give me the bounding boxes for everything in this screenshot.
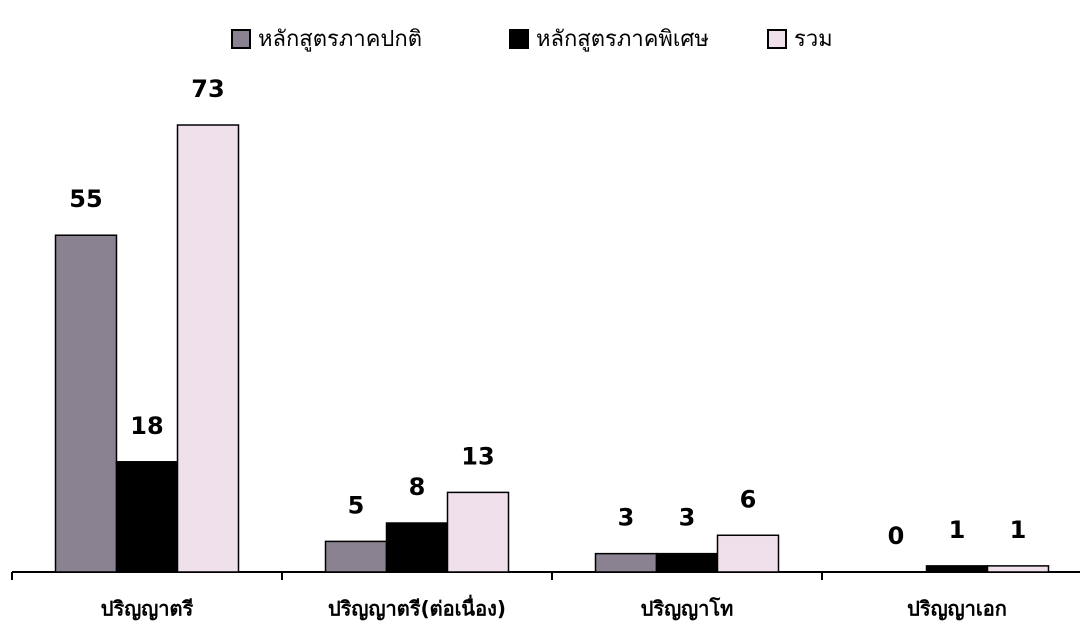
x-tick-label: ปริญญาตรี (101, 597, 194, 621)
x-tick-label: ปริญญาตรี(ต่อเนื่อง) (328, 594, 506, 621)
legend-swatch (509, 29, 529, 49)
data-label: 8 (409, 473, 426, 501)
data-label: 5 (348, 491, 365, 519)
data-label: 3 (618, 504, 635, 532)
data-label: 55 (69, 185, 102, 213)
bar (54, 234, 118, 573)
data-label: 18 (130, 412, 163, 440)
bar (324, 540, 388, 573)
data-label: 6 (740, 485, 757, 513)
data-label: 1 (949, 516, 966, 544)
legend-swatch (231, 29, 251, 49)
bar (176, 124, 240, 573)
bar (446, 491, 510, 573)
data-label: 13 (461, 442, 494, 470)
legend-label: หลักสูตรภาคปกติ (258, 27, 422, 52)
bar (655, 552, 719, 573)
data-label: 1 (1010, 516, 1027, 544)
x-tick-label: ปริญญาโท (641, 597, 734, 621)
data-label: 3 (679, 504, 696, 532)
x-tick-label: ปริญญาเอก (907, 597, 1007, 621)
bar (716, 534, 780, 573)
legend: หลักสูตรภาคปกติ หลักสูตรภาคพิเศษ รวม (231, 27, 833, 52)
data-label: 73 (191, 75, 224, 103)
legend-swatch (767, 29, 787, 49)
bar (385, 522, 449, 573)
data-label: 0 (888, 522, 905, 550)
bar (925, 565, 989, 573)
legend-label: รวม (794, 27, 833, 52)
bar (594, 552, 658, 573)
bar (986, 565, 1050, 573)
legend-label: หลักสูตรภาคพิเศษ (536, 27, 709, 52)
bar (115, 461, 179, 573)
